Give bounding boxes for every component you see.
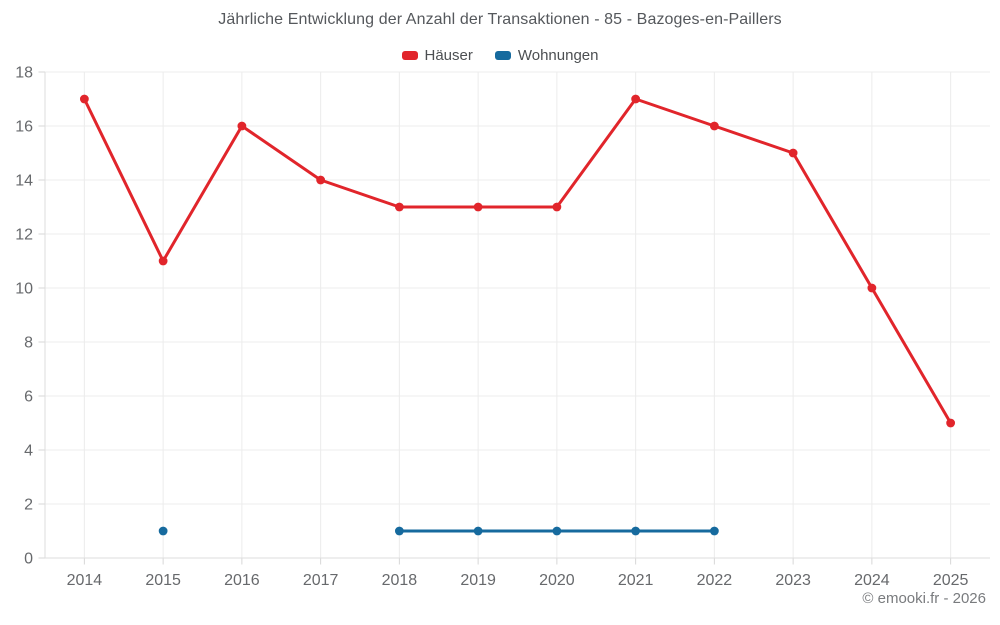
footer-credit: © emooki.fr - 2026 (862, 590, 986, 607)
data-point[interactable] (79, 94, 89, 104)
y-tick-label: 14 (15, 173, 33, 190)
legend-item[interactable]: Häuser (401, 47, 473, 64)
data-point[interactable] (158, 526, 168, 536)
data-point[interactable] (631, 94, 641, 104)
y-tick-label: 12 (15, 227, 33, 244)
data-point[interactable] (709, 121, 719, 131)
x-tick-label: 2015 (145, 572, 181, 589)
data-point[interactable] (473, 526, 483, 536)
x-tick-label: 2021 (618, 572, 654, 589)
data-point[interactable] (316, 175, 326, 185)
data-point[interactable] (552, 202, 562, 212)
data-point[interactable] (394, 526, 404, 536)
y-tick-label: 2 (24, 497, 33, 514)
y-tick-label: 6 (24, 389, 33, 406)
data-point[interactable] (237, 121, 247, 131)
x-tick-label: 2014 (67, 572, 103, 589)
chart-title: Jährliche Entwicklung der Anzahl der Tra… (218, 11, 782, 28)
x-tick-label: 2016 (224, 572, 260, 589)
x-tick-label: 2023 (775, 572, 811, 589)
legend-swatch-icon (401, 51, 418, 60)
chart-legend: Häuser Wohnungen (0, 47, 1000, 64)
y-tick-label: 4 (24, 443, 33, 460)
data-point[interactable] (788, 148, 798, 158)
series-line (82, 97, 953, 425)
data-point[interactable] (709, 526, 719, 536)
x-tick-label: 2022 (697, 572, 733, 589)
y-tick-label: 10 (15, 281, 33, 298)
legend-swatch-icon (494, 51, 511, 60)
legend-item[interactable]: Wohnungen (494, 47, 599, 64)
data-point[interactable] (158, 256, 168, 266)
data-point[interactable] (946, 418, 956, 428)
y-tick-label: 0 (24, 551, 33, 568)
x-tick-label: 2017 (303, 572, 339, 589)
x-tick-label: 2025 (933, 572, 969, 589)
legend-label: Wohnungen (517, 47, 599, 64)
y-tick-label: 18 (15, 65, 33, 82)
x-tick-label: 2024 (854, 572, 890, 589)
y-tick-label: 8 (24, 335, 33, 352)
data-point[interactable] (473, 202, 483, 212)
data-point[interactable] (631, 526, 641, 536)
x-tick-label: 2018 (382, 572, 418, 589)
y-tick-label: 16 (15, 119, 33, 136)
x-tick-label: 2020 (539, 572, 575, 589)
x-tick-label: 2019 (460, 572, 496, 589)
data-point[interactable] (394, 202, 404, 212)
data-point[interactable] (552, 526, 562, 536)
data-point[interactable] (867, 283, 877, 293)
legend-label: Häuser (424, 47, 473, 64)
